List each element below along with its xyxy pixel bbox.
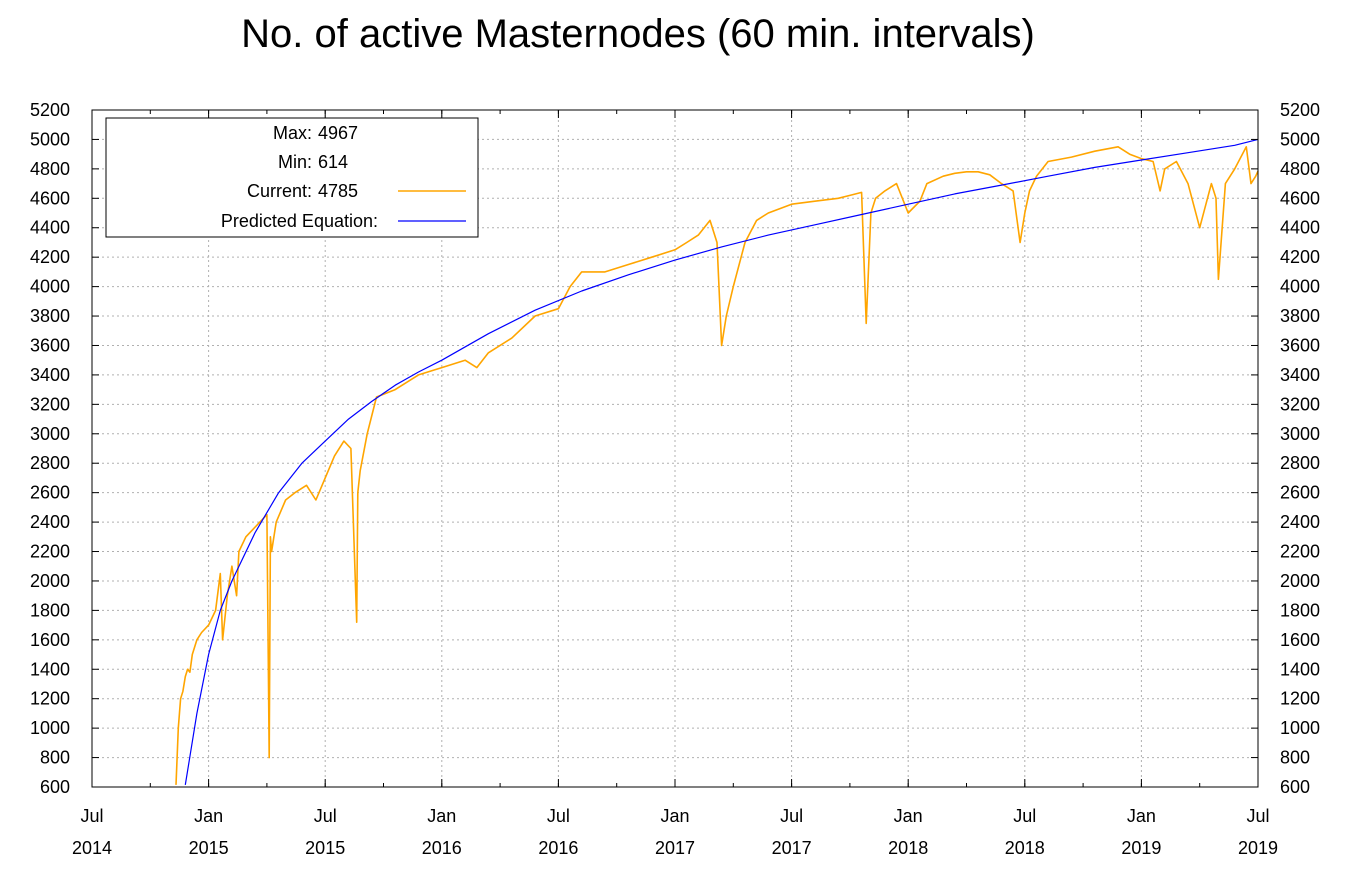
x-tick-month: Jul xyxy=(80,806,103,826)
x-tick-year: 2019 xyxy=(1121,838,1161,858)
x-tick-year: 2018 xyxy=(1005,838,1045,858)
y-tick-label-right: 3800 xyxy=(1280,306,1320,326)
y-tick-label-right: 5000 xyxy=(1280,129,1320,149)
y-tick-label-right: 3600 xyxy=(1280,335,1320,355)
chart-title: No. of active Masternodes (60 min. inter… xyxy=(241,12,1035,56)
y-tick-label-left: 2400 xyxy=(30,512,70,532)
y-tick-label-left: 3000 xyxy=(30,424,70,444)
x-tick-month: Jul xyxy=(1013,806,1036,826)
y-tick-label-left: 2000 xyxy=(30,571,70,591)
x-tick-month: Jan xyxy=(894,806,923,826)
legend-box xyxy=(105,117,479,238)
y-tick-label-right: 1200 xyxy=(1280,689,1320,709)
x-tick-year: 2017 xyxy=(772,838,812,858)
y-tick-label-left: 3600 xyxy=(30,335,70,355)
y-tick-label-right: 2800 xyxy=(1280,453,1320,473)
legend-current-label: Current: xyxy=(247,181,312,201)
y-tick-label-left: 5000 xyxy=(30,129,70,149)
y-tick-label-left: 4200 xyxy=(30,247,70,267)
y-tick-label-right: 4800 xyxy=(1280,159,1320,179)
y-tick-label-left: 2800 xyxy=(30,453,70,473)
x-tick-year: 2016 xyxy=(538,838,578,858)
y-tick-label-left: 800 xyxy=(40,748,70,768)
y-axis-ticks: 600 600 800 800 1000 1000 1200 1200 1400 1400 1600… xyxy=(30,100,1320,797)
y-tick-label-left: 4000 xyxy=(30,277,70,297)
y-tick-label-right: 3000 xyxy=(1280,424,1320,444)
grid-lines xyxy=(92,110,1258,787)
y-tick-label-left: 4600 xyxy=(30,188,70,208)
x-axis-ticks: Jul 2014 Jan 2015 Jul 2015 Jan 2016 Jul 2016 Jan 20… xyxy=(72,110,1278,858)
y-tick-label-right: 1600 xyxy=(1280,630,1320,650)
y-tick-label-left: 1200 xyxy=(30,689,70,709)
y-tick-label-right: 4400 xyxy=(1280,218,1320,238)
legend-max-label: Max: xyxy=(273,123,312,143)
legend-min-label: Min: xyxy=(278,152,312,172)
x-tick-month: Jul xyxy=(780,806,803,826)
x-tick-month: Jan xyxy=(660,806,689,826)
legend-current-value: 4785 xyxy=(318,181,358,201)
x-tick-year: 2017 xyxy=(655,838,695,858)
y-tick-label-right: 4600 xyxy=(1280,188,1320,208)
y-tick-label-right: 1400 xyxy=(1280,659,1320,679)
x-tick-year: 2016 xyxy=(422,838,462,858)
y-tick-label-right: 800 xyxy=(1280,748,1310,768)
y-tick-label-left: 4400 xyxy=(30,218,70,238)
y-tick-label-right: 2600 xyxy=(1280,483,1320,503)
x-tick-year: 2015 xyxy=(189,838,229,858)
series-predicted-line xyxy=(184,138,1259,785)
y-tick-label-left: 4800 xyxy=(30,159,70,179)
y-tick-label-left: 2200 xyxy=(30,542,70,562)
plot-series xyxy=(175,138,1259,785)
x-tick-month: Jan xyxy=(194,806,223,826)
y-tick-label-left: 600 xyxy=(40,777,70,797)
x-tick-month: Jul xyxy=(314,806,337,826)
x-tick-year: 2019 xyxy=(1238,838,1278,858)
y-tick-label-right: 4000 xyxy=(1280,277,1320,297)
legend: Max: 4967 Min: 614 Current: 4785 Predict… xyxy=(105,117,479,238)
y-tick-label-right: 2400 xyxy=(1280,512,1320,532)
y-tick-label-right: 2200 xyxy=(1280,542,1320,562)
legend-predicted-label: Predicted Equation: xyxy=(221,211,378,231)
x-tick-month: Jul xyxy=(1246,806,1269,826)
y-tick-label-left: 1800 xyxy=(30,600,70,620)
x-tick-month: Jul xyxy=(547,806,570,826)
y-tick-label-right: 2000 xyxy=(1280,571,1320,591)
x-tick-month: Jan xyxy=(427,806,456,826)
y-tick-label-left: 2600 xyxy=(30,483,70,503)
y-tick-label-left: 3400 xyxy=(30,365,70,385)
y-tick-label-right: 5200 xyxy=(1280,100,1320,120)
x-tick-year: 2014 xyxy=(72,838,112,858)
legend-min-value: 614 xyxy=(318,152,348,172)
series-current-line xyxy=(175,146,1259,785)
y-tick-label-left: 1000 xyxy=(30,718,70,738)
x-tick-year: 2015 xyxy=(305,838,345,858)
y-tick-label-left: 3800 xyxy=(30,306,70,326)
y-tick-label-right: 1000 xyxy=(1280,718,1320,738)
y-tick-label-left: 1400 xyxy=(30,659,70,679)
y-tick-label-right: 3400 xyxy=(1280,365,1320,385)
y-tick-label-right: 600 xyxy=(1280,777,1310,797)
y-tick-label-right: 4200 xyxy=(1280,247,1320,267)
y-tick-label-right: 1800 xyxy=(1280,600,1320,620)
x-tick-year: 2018 xyxy=(888,838,928,858)
y-tick-label-left: 1600 xyxy=(30,630,70,650)
y-tick-label-right: 3200 xyxy=(1280,394,1320,414)
legend-max-value: 4967 xyxy=(318,123,358,143)
y-tick-label-left: 3200 xyxy=(30,394,70,414)
y-tick-label-left: 5200 xyxy=(30,100,70,120)
x-tick-month: Jan xyxy=(1127,806,1156,826)
